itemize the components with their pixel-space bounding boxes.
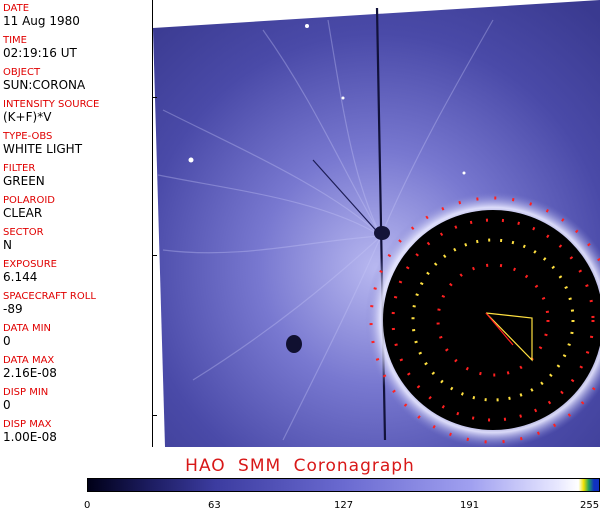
meta-value: WHITE LIGHT	[3, 142, 83, 156]
meta-spacecraft-roll: SPACECRAFT ROLL -89	[3, 291, 96, 316]
star-marker	[305, 24, 309, 28]
meta-sector: SECTOR N	[3, 227, 44, 252]
meta-polaroid: POLAROID CLEAR	[3, 195, 55, 220]
coronagraph-image	[153, 0, 600, 447]
meta-disp-min: DISP MIN 0	[3, 387, 48, 412]
colorbar	[87, 478, 600, 492]
meta-intensity-source: INTENSITY SOURCE (K+F)*V	[3, 99, 99, 124]
dark-spot-lower	[286, 335, 302, 353]
meta-data-max: DATA MAX 2.16E-08	[3, 355, 57, 380]
meta-value: GREEN	[3, 174, 45, 188]
meta-label: DATA MAX	[3, 355, 55, 366]
colorbar-tick-label: 0	[84, 500, 91, 511]
axis-tick	[153, 415, 157, 416]
meta-value: 11 Aug 1980	[3, 14, 80, 28]
meta-value: -89	[3, 302, 23, 316]
sun-direction-indicator	[485, 312, 533, 362]
meta-time: TIME 02:19:16 UT	[3, 35, 77, 60]
meta-label: INTENSITY SOURCE	[3, 99, 100, 110]
yellow-ring-inner	[411, 238, 575, 402]
colorbar-tick-label: 255	[580, 500, 600, 511]
meta-label: EXPOSURE	[3, 259, 58, 270]
red-ring-inner	[391, 218, 595, 422]
colorbar-tick-label: 127	[334, 500, 354, 511]
meta-value: 2.16E-08	[3, 366, 57, 380]
meta-value: (K+F)*V	[3, 110, 52, 124]
coronagraph-svg	[153, 0, 600, 447]
dark-spot-upper	[374, 226, 390, 240]
meta-disp-max: DISP MAX 1.00E-08	[3, 419, 57, 444]
star-marker	[341, 96, 345, 100]
axis-tick	[153, 97, 157, 98]
meta-label: SECTOR	[3, 227, 44, 238]
meta-value: 1.00E-08	[3, 430, 57, 444]
meta-label: DISP MAX	[3, 419, 52, 430]
diagonal-streak	[312, 159, 382, 237]
meta-value: CLEAR	[3, 206, 43, 220]
meta-type-obs: TYPE-OBS WHITE LIGHT	[3, 131, 82, 156]
metadata-panel: DATE 11 Aug 1980 TIME 02:19:16 UT OBJECT…	[0, 0, 153, 447]
star-marker	[188, 157, 194, 163]
meta-object: OBJECT SUN:CORONA	[3, 67, 85, 92]
meta-value: 6.144	[3, 270, 38, 284]
meta-label: POLAROID	[3, 195, 56, 206]
meta-label: DISP MIN	[3, 387, 49, 398]
meta-exposure: EXPOSURE 6.144	[3, 259, 57, 284]
meta-label: OBJECT	[3, 67, 41, 78]
meta-filter: FILTER GREEN	[3, 163, 45, 188]
meta-label: FILTER	[3, 163, 36, 174]
meta-value: 02:19:16 UT	[3, 46, 77, 60]
direction-pointer	[485, 312, 514, 346]
meta-data-min: DATA MIN 0	[3, 323, 51, 348]
streamer-rays	[157, 19, 494, 441]
colorbar-tick-label: 191	[460, 500, 480, 511]
meta-value: 0	[3, 334, 11, 348]
meta-label: DATA MIN	[3, 323, 51, 334]
axis-tick	[153, 255, 157, 256]
meta-label: DATE	[3, 3, 30, 14]
meta-value: SUN:CORONA	[3, 78, 86, 92]
chart-title: HAO SMM Coronagraph	[185, 456, 415, 476]
meta-value: 0	[3, 398, 11, 412]
meta-label: SPACECRAFT ROLL	[3, 291, 96, 302]
colorbar-tick-label: 63	[208, 500, 221, 511]
meta-date: DATE 11 Aug 1980	[3, 3, 80, 28]
red-ring-center	[436, 263, 550, 377]
meta-value: N	[3, 238, 12, 252]
meta-label: TIME	[3, 35, 28, 46]
meta-label: TYPE-OBS	[3, 131, 53, 142]
star-marker	[462, 171, 466, 175]
